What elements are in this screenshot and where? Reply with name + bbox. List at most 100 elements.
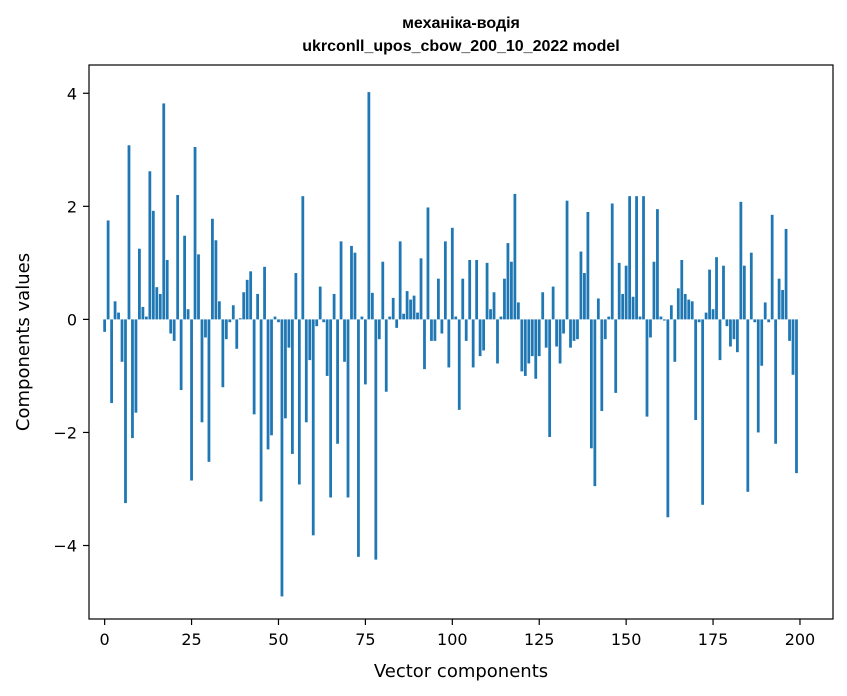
bar xyxy=(454,316,458,320)
bar xyxy=(440,319,444,334)
bar xyxy=(270,319,273,436)
bar xyxy=(284,319,287,419)
bar xyxy=(127,145,131,320)
bar xyxy=(485,262,489,320)
bar xyxy=(364,319,367,385)
bar xyxy=(301,196,305,320)
bar xyxy=(673,319,677,362)
bar xyxy=(346,319,350,498)
x-tick-label: 0 xyxy=(100,630,110,649)
bar xyxy=(280,319,284,597)
bar xyxy=(395,319,399,328)
bar xyxy=(172,319,176,341)
x-tick-label: 150 xyxy=(611,630,642,649)
bar xyxy=(767,319,771,323)
bar xyxy=(635,196,638,320)
x-tick-label: 25 xyxy=(181,630,201,649)
bar xyxy=(148,171,152,320)
bar xyxy=(603,319,607,340)
bar xyxy=(464,319,468,341)
bar xyxy=(548,319,552,437)
bar xyxy=(784,228,788,320)
bar xyxy=(489,309,492,320)
bar xyxy=(558,319,562,364)
bar xyxy=(610,203,614,320)
bar xyxy=(162,103,166,320)
bar xyxy=(134,319,138,413)
bar xyxy=(423,319,426,370)
bar xyxy=(294,273,298,320)
x-tick-label: 100 xyxy=(437,630,468,649)
bar xyxy=(197,254,200,320)
bar xyxy=(277,319,280,323)
bar xyxy=(690,301,694,320)
bar xyxy=(388,316,392,320)
bar xyxy=(228,319,232,323)
bar xyxy=(586,211,590,320)
bar xyxy=(360,316,364,320)
bar xyxy=(555,319,558,347)
bar xyxy=(763,302,767,320)
bar xyxy=(350,245,353,320)
bar xyxy=(468,260,472,320)
bar xyxy=(687,299,691,320)
bar xyxy=(649,319,652,338)
bar xyxy=(753,319,757,323)
bar xyxy=(110,319,113,404)
bar xyxy=(113,301,117,320)
bar xyxy=(492,292,496,320)
bar xyxy=(221,319,225,388)
bar xyxy=(565,200,569,320)
bar xyxy=(290,319,294,454)
bar xyxy=(482,319,485,351)
bar xyxy=(513,193,517,320)
bar xyxy=(158,293,162,320)
bar xyxy=(628,196,632,320)
bar xyxy=(725,319,729,327)
x-tick-label: 175 xyxy=(698,630,729,649)
bar xyxy=(106,220,110,320)
bar xyxy=(165,260,169,320)
bar xyxy=(151,210,155,320)
bar xyxy=(287,319,291,348)
chart-subtitle: ukrconll_upos_cbow_200_10_2022 model xyxy=(302,38,619,55)
bar xyxy=(190,319,193,481)
bar xyxy=(722,265,725,320)
bar xyxy=(746,319,750,492)
bar xyxy=(791,319,795,375)
bar xyxy=(409,299,412,320)
bar xyxy=(589,319,593,449)
y-tick-label: 4 xyxy=(67,84,77,103)
bar xyxy=(447,319,451,368)
bar xyxy=(155,287,159,320)
bar xyxy=(788,319,791,341)
bar xyxy=(572,319,576,341)
bar xyxy=(614,319,618,393)
bar xyxy=(412,295,416,320)
bar xyxy=(141,306,145,320)
bar xyxy=(760,319,764,366)
bar xyxy=(224,319,228,340)
bar xyxy=(694,319,698,421)
bar xyxy=(781,289,784,320)
plot-frame xyxy=(88,64,834,620)
bar xyxy=(729,319,732,347)
bar xyxy=(325,319,329,376)
bar xyxy=(266,319,270,450)
bar xyxy=(732,319,736,340)
bar xyxy=(461,278,465,320)
bar xyxy=(583,273,586,320)
bar xyxy=(551,286,555,320)
bar xyxy=(475,260,479,320)
bar xyxy=(739,201,743,320)
bar xyxy=(176,195,180,320)
bar xyxy=(217,301,221,320)
bar xyxy=(211,218,214,320)
bar xyxy=(367,92,371,320)
bar xyxy=(384,319,388,392)
bar xyxy=(683,293,687,320)
bar xyxy=(676,288,680,320)
bar xyxy=(131,319,134,439)
bar xyxy=(774,319,778,444)
